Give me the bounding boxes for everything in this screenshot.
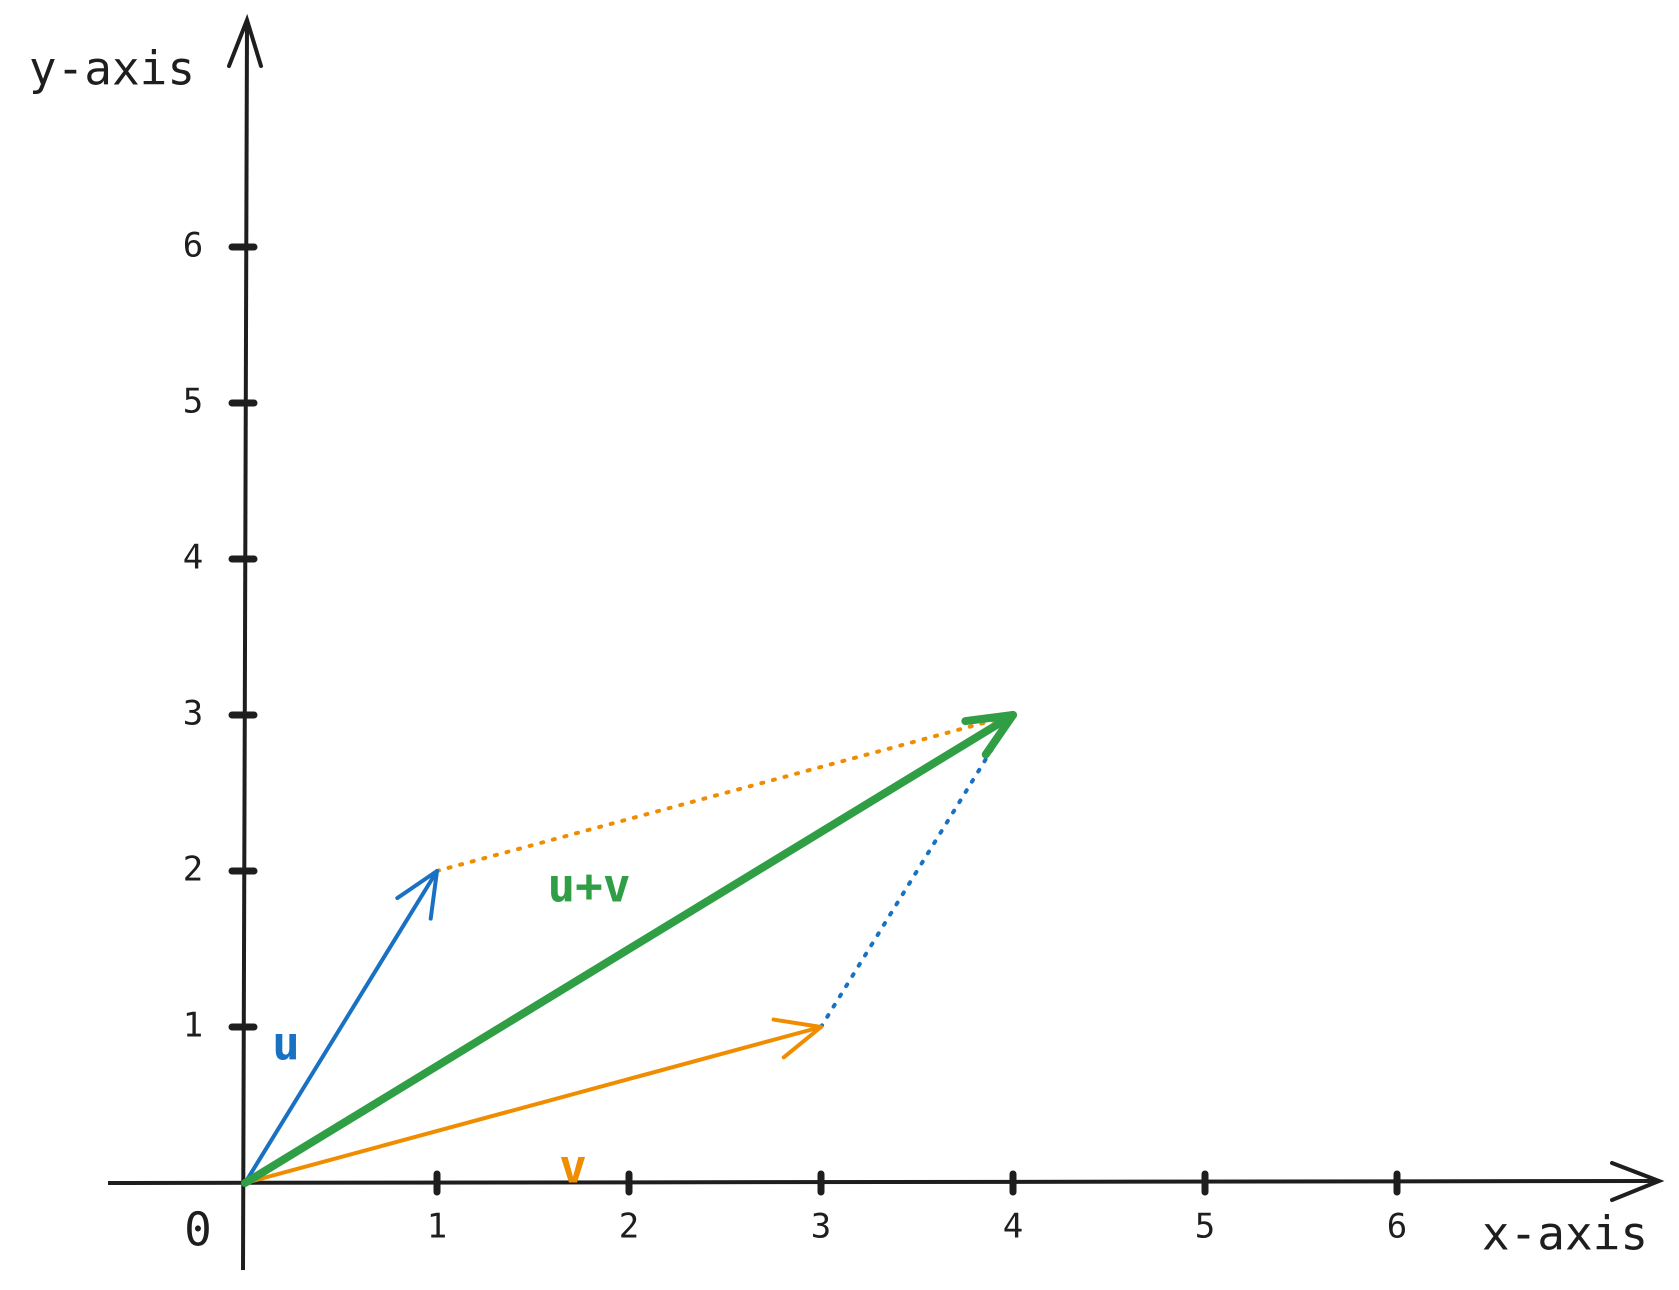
vector-label: v <box>559 1140 587 1194</box>
vector-arrowhead <box>771 1017 823 1060</box>
vector <box>243 1025 823 1185</box>
y-tick-label: 6 <box>183 226 203 266</box>
y-tick-label: 5 <box>183 382 203 422</box>
x-tick-label: 2 <box>619 1207 639 1247</box>
y-tick-label: 2 <box>183 850 203 890</box>
dotted-guide <box>435 713 1015 873</box>
x-tick-label: 6 <box>1387 1207 1407 1247</box>
y-tick-label: 3 <box>183 694 203 734</box>
x-axis-arrowhead <box>1610 1161 1665 1202</box>
vector <box>243 869 439 1185</box>
y-axis-arrowhead <box>227 13 263 68</box>
origin-label: 0 <box>184 1203 212 1257</box>
vector-label: u <box>272 1017 300 1071</box>
y-tick-label: 1 <box>183 1006 203 1046</box>
x-axis-label: x-axis <box>1482 1207 1648 1261</box>
vector-arrowhead <box>961 711 1017 759</box>
x-tick-label: 4 <box>1003 1207 1023 1247</box>
x-tick-label: 1 <box>427 1207 447 1247</box>
x-tick-label: 3 <box>811 1207 831 1247</box>
y-tick-label: 4 <box>183 538 203 578</box>
y-axis-line <box>241 21 249 1271</box>
vector <box>241 711 1017 1187</box>
y-axis-label: y-axis <box>29 42 195 96</box>
vector-label: u+v <box>547 859 630 913</box>
dotted-guide <box>819 713 1015 1029</box>
x-axis-line <box>107 1179 1656 1185</box>
vector-arrowhead <box>395 869 439 921</box>
x-tick-label: 5 <box>1195 1207 1215 1247</box>
